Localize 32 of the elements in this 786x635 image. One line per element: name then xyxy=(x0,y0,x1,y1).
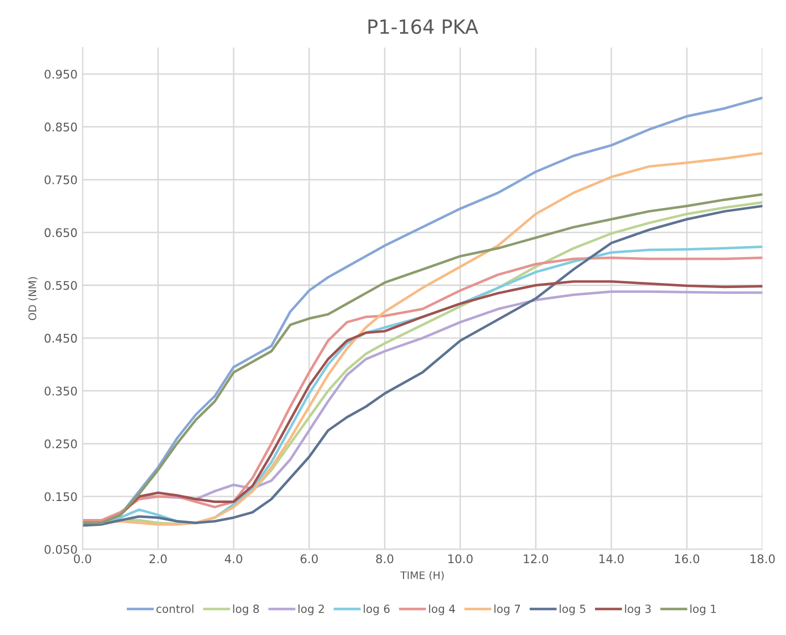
y-tick-label: 0.850 xyxy=(44,122,77,132)
x-tick-label: 12.0 xyxy=(524,554,548,564)
y-tick-label: 0.150 xyxy=(44,492,77,502)
legend-label: log 5 xyxy=(560,604,586,616)
y-axis-title: OD (NM) xyxy=(28,277,38,320)
legend-label: log 2 xyxy=(298,604,324,616)
y-tick-label: 0.650 xyxy=(44,228,77,238)
y-tick-label: 0.950 xyxy=(44,70,77,79)
x-axis-title: TIME (H) xyxy=(400,571,444,580)
y-tick-label: 0.450 xyxy=(44,334,77,343)
x-tick-label: 8.0 xyxy=(376,554,394,564)
legend-label: log 8 xyxy=(233,604,259,616)
x-tick-label: 10.0 xyxy=(448,554,473,564)
legend-label: log 6 xyxy=(364,604,390,616)
y-tick-label: 0.550 xyxy=(44,280,77,290)
x-tick-label: 16.0 xyxy=(675,554,700,564)
x-tick-label: 0.0 xyxy=(74,554,92,564)
x-tick-label: 14.0 xyxy=(599,554,624,564)
legend-label: log 1 xyxy=(690,604,716,616)
y-tick-label: 0.250 xyxy=(44,439,77,448)
y-tick-label: 0.350 xyxy=(44,386,77,396)
legend-label: log 7 xyxy=(494,604,520,616)
legend-label: log 4 xyxy=(429,604,455,616)
y-tick-label: 0.750 xyxy=(44,175,77,184)
legend-label: log 3 xyxy=(625,604,651,616)
chart-title: P1-164 PKA xyxy=(368,19,478,34)
y-tick-label: 0.050 xyxy=(44,545,77,554)
legend-label: control xyxy=(156,604,194,614)
x-tick-label: 2.0 xyxy=(150,554,167,564)
x-tick-label: 4.0 xyxy=(224,554,242,564)
x-tick-label: 18.0 xyxy=(750,554,775,564)
x-tick-label: 6.0 xyxy=(300,554,318,564)
